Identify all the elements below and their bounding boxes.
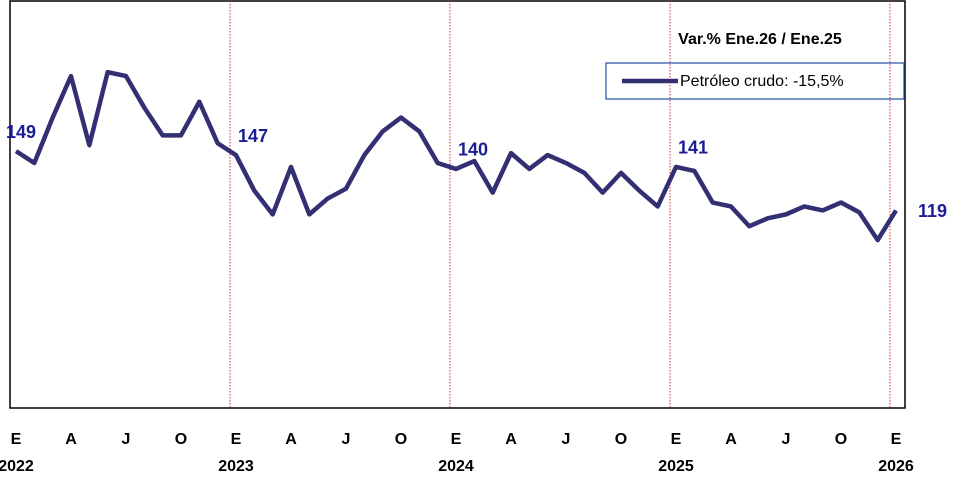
x-tick-label: E bbox=[671, 431, 682, 448]
x-tick-label: O bbox=[835, 431, 847, 448]
x-tick-label: A bbox=[725, 431, 737, 448]
x-tick-label: J bbox=[342, 431, 351, 448]
x-tick-label: E bbox=[11, 431, 22, 448]
x-year-label: 2024 bbox=[438, 458, 474, 475]
x-tick-label: O bbox=[395, 431, 407, 448]
data-label: 140 bbox=[458, 140, 488, 160]
x-tick-label: J bbox=[782, 431, 791, 448]
legend-label: Petróleo crudo: -15,5% bbox=[680, 73, 844, 90]
x-year-label: 2026 bbox=[878, 458, 914, 475]
data-label: 119 bbox=[918, 201, 947, 221]
x-tick-label: E bbox=[451, 431, 462, 448]
x-year-label: 2022 bbox=[0, 458, 34, 475]
legend-title: Var.% Ene.26 / Ene.25 bbox=[678, 31, 842, 48]
x-year-label: 2025 bbox=[658, 458, 694, 475]
data-label: 147 bbox=[238, 126, 268, 146]
series-line bbox=[14, 69, 898, 243]
x-tick-label: O bbox=[175, 431, 187, 448]
x-tick-label: A bbox=[285, 431, 297, 448]
data-label: 149 bbox=[6, 122, 36, 142]
x-tick-label: E bbox=[891, 431, 902, 448]
x-tick-label: O bbox=[615, 431, 627, 448]
x-tick-label: E bbox=[231, 431, 242, 448]
x-tick-label: A bbox=[65, 431, 77, 448]
data-label: 141 bbox=[678, 138, 708, 158]
plot-frame bbox=[9, 0, 906, 409]
x-tick-label: J bbox=[122, 431, 131, 448]
x-tick-label: A bbox=[505, 431, 517, 448]
x-year-label: 2023 bbox=[218, 458, 254, 475]
x-tick-label: J bbox=[562, 431, 571, 448]
